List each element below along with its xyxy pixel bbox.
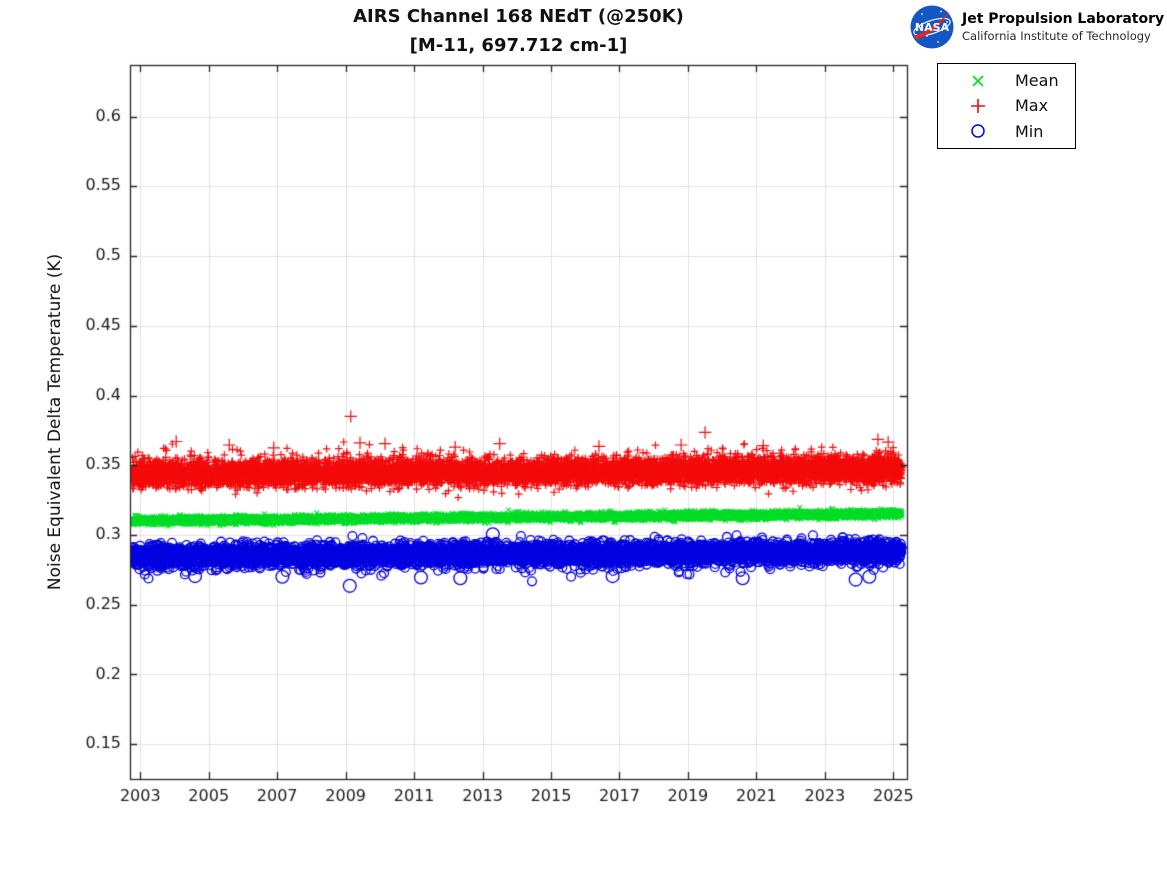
legend-label-mean: Mean — [1015, 71, 1059, 91]
mean-x-marker-icon — [967, 70, 989, 92]
legend-item-max: Max — [938, 94, 1075, 118]
legend-item-mean: Mean — [938, 69, 1075, 93]
jpl-logo-text: Jet Propulsion Laboratory California Ins… — [962, 11, 1164, 43]
nasa-meatball-icon: NASA — [910, 5, 954, 49]
min-circle-marker-icon — [967, 120, 989, 142]
legend-label-max: Max — [1015, 96, 1049, 116]
chart-title: AIRS Channel 168 NEdT (@250K) — [353, 6, 684, 27]
svg-text:NASA: NASA — [915, 21, 950, 34]
max-plus-marker-icon — [967, 95, 989, 117]
jpl-affiliation: California Institute of Technology — [962, 28, 1151, 43]
legend-item-min: Min — [938, 119, 1075, 143]
jpl-name: Jet Propulsion Laboratory — [962, 11, 1165, 28]
chart-title-block: AIRS Channel 168 NEdT (@250K) [M-11, 697… — [130, 2, 907, 60]
chart-subtitle: [M-11, 697.712 cm-1] — [409, 35, 628, 56]
legend: Mean Max Min — [937, 63, 1076, 149]
legend-label-min: Min — [1015, 121, 1044, 141]
jpl-logo-block: NASA Jet Propulsion Laboratory Californi… — [908, 3, 1164, 51]
y-axis-label: Noise Equivalent Delta Temperature (K) — [45, 253, 65, 591]
